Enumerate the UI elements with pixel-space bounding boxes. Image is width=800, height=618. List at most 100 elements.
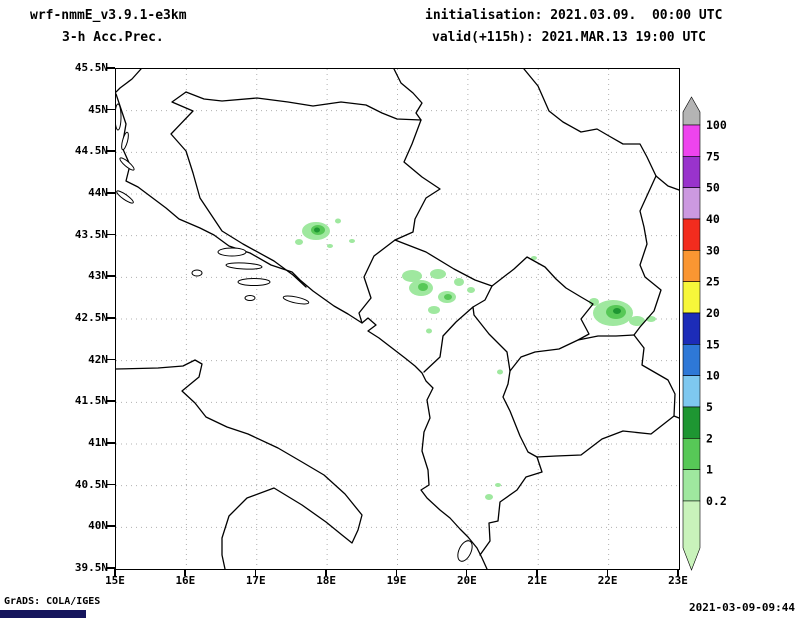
island-mljet (283, 294, 310, 305)
precip-cell (295, 239, 303, 245)
border-macedonia-greece (537, 416, 674, 457)
border-slovenia-croatia (116, 69, 141, 92)
map-frame (115, 68, 680, 570)
lat-tick-label: 44N (34, 186, 108, 199)
lat-tick-label: 42.5N (34, 311, 108, 324)
legend-segment (683, 282, 700, 313)
island-hvar (226, 262, 262, 270)
legend-segment (683, 313, 700, 344)
precip-cell (428, 306, 440, 314)
lon-tick (607, 569, 609, 576)
lon-tick (184, 569, 186, 576)
precip-cell (497, 370, 503, 375)
legend-segment (683, 407, 700, 438)
legend-segment (683, 470, 700, 501)
lat-tick (107, 400, 115, 402)
lat-tick (107, 67, 115, 69)
init-time-label: initialisation: 2021.03.09. 00:00 UTC (425, 8, 722, 23)
grads-logo-bar (0, 610, 86, 618)
legend-tick-label: 20 (706, 306, 720, 320)
legend-segment (683, 219, 700, 250)
legend-tick-label: 2 (706, 431, 713, 445)
border-bosnia-serbia (395, 120, 440, 240)
island-rab (120, 132, 129, 151)
lat-tick-label: 44.5N (34, 144, 108, 157)
border-romania-bulgaria (656, 176, 679, 190)
lat-tick-label: 41.5N (34, 394, 108, 407)
legend-segment (683, 250, 700, 281)
color-scale-legend: 10075504030252015105210.2 (681, 90, 751, 586)
legend-arrow-top (683, 97, 700, 125)
island-vis (192, 270, 202, 276)
lat-tick (107, 359, 115, 361)
precip-cell (430, 269, 446, 279)
legend-segment (683, 156, 700, 187)
precip-cell (418, 283, 428, 291)
legend-tick-label: 100 (706, 118, 727, 132)
lat-tick-label: 40.5N (34, 478, 108, 491)
border-bosnia-north (186, 92, 421, 120)
lat-tick (107, 234, 115, 236)
precip-cell (467, 287, 475, 293)
border-serbia-romania (524, 69, 656, 176)
valid-time-label: valid(+115h): 2021.MAR.13 19:00 UTC (432, 30, 706, 45)
lat-tick (107, 484, 115, 486)
lat-tick-label: 45.5N (34, 61, 108, 74)
island-brac (218, 248, 246, 256)
lat-tick (107, 109, 115, 111)
precip-cell (454, 278, 464, 286)
lat-tick (107, 525, 115, 527)
legend-tick-label: 5 (706, 400, 713, 414)
lat-tick-label: 45N (34, 103, 108, 116)
island-lastovo (245, 296, 255, 301)
legend-tick-label: 40 (706, 212, 720, 226)
lat-tick (107, 275, 115, 277)
island-dugi-otok (116, 189, 135, 205)
precip-cell (426, 329, 432, 334)
border-kosovo (473, 257, 593, 371)
lon-tick (466, 569, 468, 576)
lat-tick-label: 43N (34, 269, 108, 282)
border-croatia-serbia (394, 69, 422, 120)
lon-tick (396, 569, 398, 576)
legend-tick-label: 15 (706, 337, 720, 351)
border-bosnia-croatia-west (171, 92, 306, 287)
lat-tick (107, 150, 115, 152)
precip-cell (327, 244, 333, 248)
precip-cell (495, 483, 501, 487)
precip-cell (314, 228, 320, 233)
creation-timestamp: 2021-03-09-09:44 (689, 601, 795, 614)
lon-tick (325, 569, 327, 576)
precip-cell (349, 239, 355, 243)
island-cres (116, 104, 121, 130)
precip-cell (335, 219, 341, 224)
legend-segment (683, 125, 700, 156)
lat-tick-label: 41N (34, 436, 108, 449)
border-bosnia-montenegro (359, 240, 395, 323)
product-title: 3-h Acc.Prec. (62, 30, 164, 45)
legend-segment (683, 438, 700, 469)
grads-plot-page: wrf-nmmE_v3.9.1-e3km 3-h Acc.Prec. initi… (0, 0, 800, 618)
legend-tick-label: 1 (706, 463, 713, 477)
legend-arrow-bottom (683, 501, 700, 570)
legend-tick-label: 25 (706, 275, 720, 289)
precip-cell (444, 294, 452, 300)
grads-credit: GrADS: COLA/IGES (4, 596, 100, 607)
legend-tick-label: 10 (706, 369, 720, 383)
model-title: wrf-nmmE_v3.9.1-e3km (30, 8, 187, 23)
lat-tick-label: 43.5N (34, 228, 108, 241)
legend-segment (683, 376, 700, 407)
lat-tick-label: 40N (34, 519, 108, 532)
island-korcula (238, 279, 270, 286)
precip-cell (613, 308, 621, 314)
lat-tick (107, 317, 115, 319)
precip-cell (485, 494, 493, 500)
border-serbia-bulgaria (634, 176, 661, 335)
lat-tick-label: 39.5N (34, 561, 108, 574)
lon-tick (677, 569, 679, 576)
coastline-italy (116, 360, 362, 569)
lon-tick (536, 569, 538, 576)
legend-tick-label: 50 (706, 181, 720, 195)
lat-tick (107, 442, 115, 444)
lon-tick (114, 569, 116, 576)
